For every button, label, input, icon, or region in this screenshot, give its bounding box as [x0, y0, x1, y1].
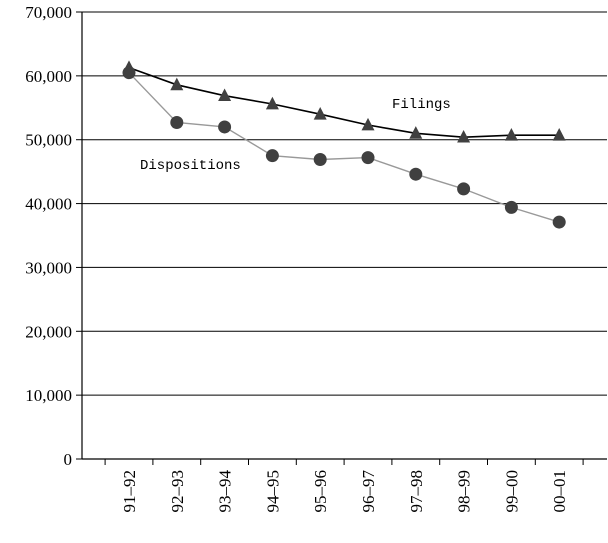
- x-tick-label: 93–94: [216, 470, 235, 513]
- data-point-filings: [361, 117, 375, 131]
- data-point-dispositions: [170, 115, 184, 129]
- data-point-dispositions: [504, 200, 518, 214]
- x-tick-label: 98–99: [455, 470, 474, 513]
- series-line-dispositions: [128, 72, 560, 223]
- x-tick-label: 91–92: [120, 470, 139, 513]
- series-markers: [122, 60, 566, 229]
- data-point-filings: [409, 126, 423, 139]
- x-tick-label: 95–96: [311, 470, 330, 513]
- y-tick-label: 50,000: [25, 131, 72, 150]
- data-point-dispositions: [265, 149, 279, 163]
- filings-series-label: Filings: [392, 97, 451, 113]
- y-tick-label: 0: [64, 450, 73, 469]
- data-point-filings: [313, 106, 327, 120]
- x-axis-tick-labels: 91–92 92–93 93–94 94–95 95–96 96–97 97–98 98–99…: [120, 470, 569, 513]
- x-tick-label: 97–98: [407, 470, 426, 513]
- data-point-dispositions: [552, 215, 566, 229]
- data-point-filings: [504, 128, 518, 141]
- data-point-dispositions: [409, 167, 423, 181]
- x-tick-label: 92–93: [168, 470, 187, 513]
- y-tick-label: 10,000: [25, 386, 72, 405]
- data-point-dispositions: [457, 182, 471, 196]
- data-point-dispositions: [313, 153, 327, 167]
- x-tick-label: 94–95: [263, 470, 282, 513]
- data-point-filings: [218, 88, 232, 102]
- y-tick-label: 20,000: [25, 322, 72, 341]
- y-tick-label: 40,000: [25, 195, 72, 214]
- x-tick-label: 96–97: [359, 470, 378, 513]
- x-tick-label: 99–00: [502, 470, 521, 513]
- y-tick-label: 30,000: [25, 258, 72, 277]
- y-tick-label: 70,000: [25, 3, 72, 22]
- y-axis-tick-labels: 0 10,000 20,000 30,000 40,000 50,000 60,000 70,…: [25, 3, 72, 469]
- x-tick-label: 00–01: [550, 470, 569, 513]
- series-line-filings: [128, 66, 560, 139]
- data-point-filings: [552, 128, 566, 141]
- data-point-dispositions: [361, 151, 375, 165]
- gridlines: [82, 11, 607, 396]
- data-point-dispositions: [122, 66, 136, 80]
- data-point-dispositions: [218, 120, 232, 134]
- data-point-filings: [457, 129, 471, 143]
- series-lines: [128, 66, 560, 223]
- data-point-filings: [265, 96, 279, 110]
- dispositions-series-label: Dispositions: [140, 158, 241, 174]
- data-point-filings: [170, 77, 184, 91]
- y-tick-label: 60,000: [25, 67, 72, 86]
- axes: [76, 11, 607, 465]
